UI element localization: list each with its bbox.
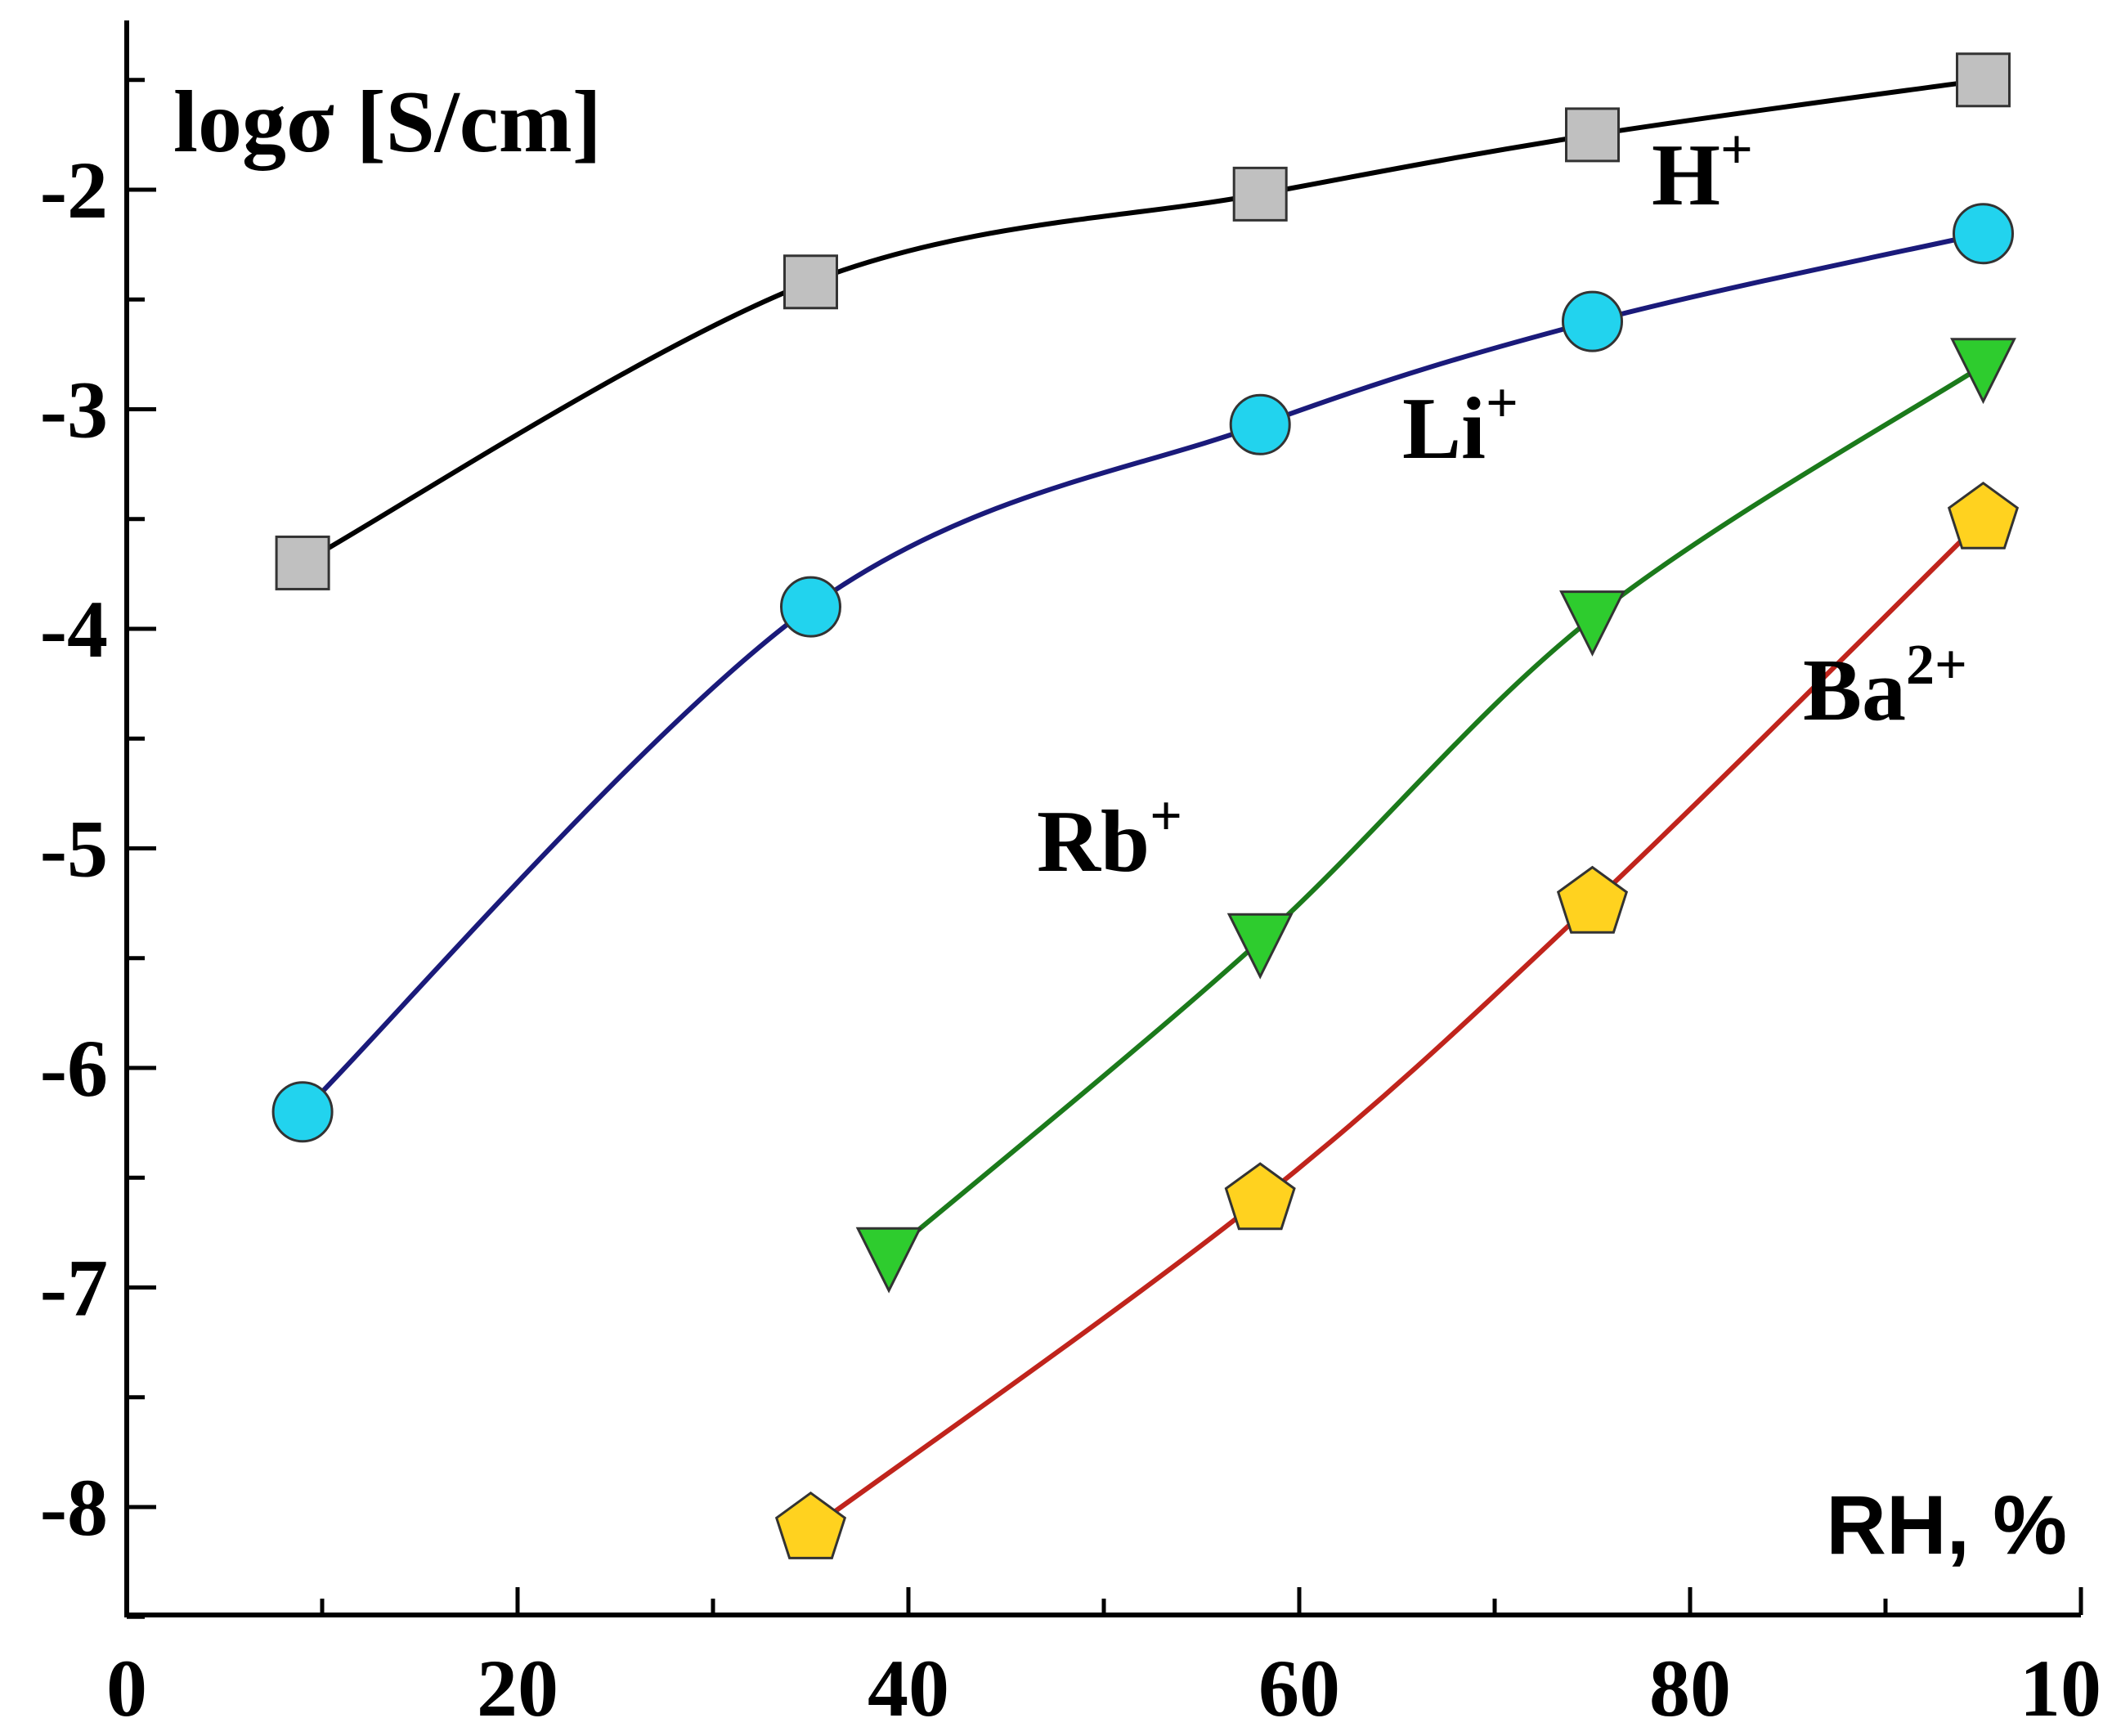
series-line-ba <box>809 517 1985 1532</box>
marker-li <box>1562 290 1623 352</box>
marker-h <box>1232 166 1288 222</box>
marker-h <box>1956 52 2011 108</box>
marker-ba <box>774 1491 847 1559</box>
y-tick-label: -4 <box>40 584 108 675</box>
y-tick-label: -6 <box>40 1023 108 1114</box>
series-label-ba: Ba2+ <box>1803 634 1967 739</box>
x-axis-label: RH, % <box>1826 1478 2067 1572</box>
x-tick-label: 20 <box>477 1643 558 1734</box>
marker-li <box>1229 393 1291 455</box>
series-label-h: H+ <box>1652 119 1753 224</box>
series-line-h <box>301 77 1984 566</box>
y-tick-label: -7 <box>40 1243 108 1334</box>
series-line-li <box>300 231 1984 1114</box>
series-label-li: Li+ <box>1402 372 1518 478</box>
axes: 0 20 40 60 80 100 -8 -7 -6 -5 -4 -3 -2 <box>40 20 2103 1734</box>
marker-ba <box>1556 865 1629 934</box>
series-label-rb: Rb+ <box>1037 785 1182 890</box>
y-axis-label: logσ [S/cm] <box>173 74 602 171</box>
marker-ba <box>1224 1162 1296 1231</box>
x-tick-label: 40 <box>868 1643 949 1734</box>
series-line-rb <box>887 363 1985 1257</box>
marker-rb <box>1559 590 1625 657</box>
marker-li <box>1953 203 2014 265</box>
marker-ba <box>1947 481 2020 550</box>
series-markers <box>271 52 2020 1559</box>
x-tick-label: 0 <box>106 1643 147 1734</box>
marker-rb <box>1226 913 1294 980</box>
x-tick-label: 80 <box>1649 1643 1731 1734</box>
marker-h <box>275 535 330 590</box>
x-tick-label: 100 <box>2020 1643 2103 1734</box>
marker-rb <box>1950 338 2016 405</box>
series-lines <box>300 77 1985 1532</box>
x-tick-label: 60 <box>1258 1643 1340 1734</box>
y-tick-label: -3 <box>40 365 108 455</box>
marker-h <box>1565 107 1620 163</box>
y-tick-label: -5 <box>40 804 108 895</box>
marker-rb <box>855 1227 922 1294</box>
y-tick-label: -2 <box>40 145 108 236</box>
marker-li <box>780 576 841 638</box>
y-tick-label: -8 <box>40 1462 108 1553</box>
labels: logσ [S/cm] RH, % H+ Li+ Rb+ Ba2+ <box>173 74 2067 1572</box>
marker-h <box>783 254 838 310</box>
marker-li <box>271 1081 334 1143</box>
